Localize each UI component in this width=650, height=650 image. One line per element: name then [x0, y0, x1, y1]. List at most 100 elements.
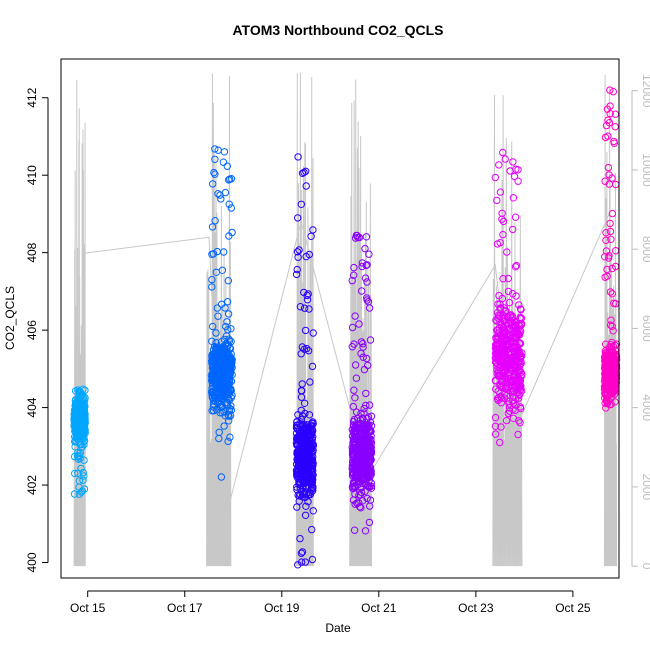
data-point — [80, 456, 88, 464]
data-point — [602, 373, 611, 381]
data-point — [218, 266, 227, 274]
y2-axis: 0 2000 4000 6000 8000 10000 12000 — [631, 74, 650, 570]
data-point — [509, 290, 517, 298]
data-point — [224, 437, 232, 446]
data-point — [308, 419, 316, 427]
data-point — [610, 299, 618, 307]
data-point — [607, 341, 615, 349]
data-point — [493, 196, 501, 205]
data-point — [299, 482, 307, 490]
y2-tick-label: 12000 — [640, 74, 650, 108]
data-point — [80, 472, 88, 480]
data-point — [604, 163, 613, 172]
y-tick-label: 400 — [25, 552, 39, 572]
data-point — [298, 380, 306, 388]
data-point — [300, 288, 308, 297]
data-point — [219, 158, 228, 166]
data-point — [308, 362, 317, 371]
y2-tick-label: 6000 — [640, 315, 650, 342]
data-point — [350, 526, 359, 534]
data-point — [224, 326, 232, 334]
data-point — [366, 449, 375, 457]
data-point — [601, 133, 610, 142]
data-point — [213, 406, 221, 414]
data-point — [601, 347, 609, 355]
data-point — [214, 190, 222, 198]
data-point — [298, 343, 306, 351]
y2-tick-label: 0 — [640, 563, 650, 570]
data-point — [217, 473, 226, 481]
data-point — [495, 328, 503, 336]
data-point — [211, 170, 219, 178]
data-point — [498, 321, 506, 329]
data-point — [77, 464, 85, 473]
data-point — [216, 344, 224, 353]
data-point — [71, 469, 79, 478]
data-point — [293, 422, 301, 430]
data-point — [359, 340, 367, 348]
data-point — [297, 549, 306, 557]
data-point — [607, 235, 615, 244]
data-point — [611, 382, 619, 390]
data-point — [301, 326, 310, 335]
data-point — [505, 400, 513, 408]
data-point — [601, 177, 609, 185]
data-point — [308, 555, 317, 564]
data-point — [299, 487, 307, 496]
data-point — [71, 402, 79, 410]
data-point — [601, 371, 610, 380]
data-point — [208, 283, 216, 291]
data-point — [357, 504, 365, 512]
data-point — [506, 364, 515, 372]
x-tick-label: Oct 17 — [167, 601, 203, 615]
y-tick-label: 412 — [25, 87, 39, 107]
data-point — [223, 298, 232, 306]
data-point — [354, 414, 362, 423]
data-point — [208, 223, 217, 231]
data-point — [363, 261, 371, 269]
data-point — [350, 263, 358, 272]
data-point — [356, 460, 364, 468]
data-point — [299, 426, 307, 434]
y-axis-label: CO2_QCLS — [3, 286, 17, 350]
data-point — [215, 434, 223, 443]
data-point — [492, 334, 500, 342]
data-point — [294, 561, 302, 569]
x-tick-label: Oct 21 — [361, 601, 397, 615]
data-point — [294, 214, 302, 222]
data-point — [361, 471, 369, 479]
data-point — [491, 430, 500, 438]
data-point — [357, 349, 365, 358]
data-point — [499, 275, 507, 283]
data-point — [309, 329, 317, 337]
data-point — [80, 485, 89, 493]
data-points-layer — [70, 86, 621, 569]
data-point — [81, 403, 89, 411]
data-point — [211, 145, 219, 153]
data-point — [498, 294, 506, 303]
data-point — [511, 213, 520, 221]
data-point — [606, 102, 614, 110]
data-point — [361, 456, 369, 464]
data-point — [350, 480, 358, 488]
data-point — [75, 422, 83, 431]
data-point — [497, 362, 505, 370]
data-point — [210, 407, 218, 415]
y-tick-label: 408 — [25, 242, 39, 262]
data-point — [512, 165, 520, 173]
data-point — [299, 440, 307, 448]
data-point — [358, 262, 366, 271]
data-point — [492, 316, 500, 324]
data-point — [294, 153, 302, 161]
data-point — [308, 471, 316, 479]
data-point — [363, 294, 371, 302]
data-point — [603, 265, 611, 274]
data-point — [72, 431, 81, 440]
data-point — [70, 490, 79, 498]
data-point — [349, 421, 358, 429]
data-point — [515, 330, 523, 338]
data-point — [296, 534, 304, 543]
data-point — [303, 467, 312, 475]
data-point — [212, 268, 221, 276]
data-point — [601, 273, 609, 281]
